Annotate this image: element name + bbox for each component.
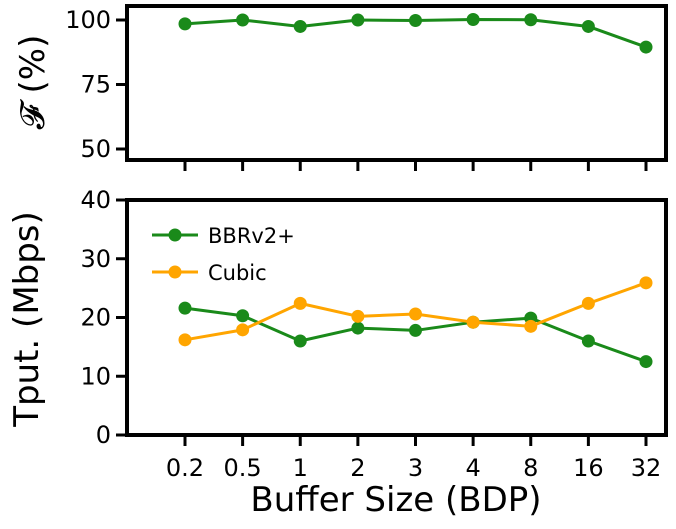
bottom-series: [178, 276, 653, 369]
legend-label-cubic: Cubic: [208, 261, 267, 285]
bottom-point-bbrv2: [178, 301, 192, 315]
bottom-point-cubic: [236, 323, 250, 337]
bottom-point-cubic: [466, 315, 480, 329]
legend-marker-bbrv2: [168, 228, 182, 242]
legend-item-bbrv2: BBRv2+: [152, 224, 295, 248]
bottom-xtick-label: 4: [465, 454, 480, 482]
bottom-xtick-label: 2: [350, 454, 365, 482]
bottom-xtick-label: 16: [573, 454, 604, 482]
top-ytick-label: 50: [80, 135, 111, 163]
bottom-ytick-label: 30: [80, 245, 111, 273]
top-point-series-0: [293, 19, 307, 33]
legend-marker-cubic: [168, 265, 182, 279]
bottom-point-bbrv2: [581, 334, 595, 348]
top-point-series-0: [178, 17, 192, 31]
bottom-point-cubic: [581, 296, 595, 310]
bottom-xtick-label: 0.2: [166, 454, 204, 482]
bottom-ylabel: Tput. (Mbps): [7, 211, 47, 428]
bottom-point-bbrv2: [351, 321, 365, 335]
bottom-point-cubic: [524, 319, 538, 333]
top-chart: 𝓕 (%) 50 75 100: [13, 4, 668, 171]
bottom-plot-frame: [125, 198, 668, 437]
top-series: [178, 12, 653, 54]
bottom-point-cubic: [639, 276, 653, 290]
bottom-xtick-label: 32: [631, 454, 662, 482]
bottom-point-cubic: [293, 296, 307, 310]
legend-item-cubic: Cubic: [152, 261, 267, 285]
top-y-ticks: 50 75 100: [65, 6, 127, 163]
top-point-series-0: [524, 13, 538, 27]
bottom-point-cubic: [351, 309, 365, 323]
bottom-xtick-label: 3: [408, 454, 423, 482]
bottom-xtick-label: 8: [523, 454, 538, 482]
bottom-y-ticks: 0 10 20 30 40: [80, 186, 127, 449]
bottom-ytick-label: 20: [80, 304, 111, 332]
top-plot-frame: [125, 4, 668, 162]
top-ylabel: 𝓕 (%): [13, 35, 53, 130]
bottom-point-cubic: [409, 307, 422, 321]
bottom-point-bbrv2: [293, 334, 307, 348]
bottom-point-bbrv2: [409, 323, 422, 337]
bottom-ytick-label: 10: [80, 362, 111, 390]
legend-label-bbrv2: BBRv2+: [208, 224, 295, 248]
top-point-series-0: [351, 13, 365, 27]
bottom-xtick-label: 1: [293, 454, 308, 482]
bottom-x-ticks: 0.2 0.5 1 2 3 4 8 16 32: [166, 435, 661, 482]
top-point-series-0: [409, 14, 422, 28]
bottom-xtick-label: 0.5: [224, 454, 262, 482]
bottom-chart: Tput. (Mbps) 0 10 20 30 40 0.2 0.5 1 2 3 4 8 16 32 B…: [7, 186, 668, 520]
top-point-series-0: [639, 40, 653, 54]
bottom-point-cubic: [178, 333, 192, 347]
top-ytick-label: 100: [65, 6, 111, 34]
top-point-series-0: [581, 19, 595, 33]
legend: BBRv2+ Cubic: [152, 224, 295, 285]
top-point-series-0: [466, 12, 480, 26]
top-point-series-0: [236, 13, 250, 27]
bottom-point-bbrv2: [639, 355, 653, 369]
bottom-point-bbrv2: [236, 309, 250, 323]
top-ytick-label: 75: [80, 71, 111, 99]
bottom-xlabel: Buffer Size (BDP): [250, 480, 541, 520]
bottom-ytick-label: 0: [96, 421, 111, 449]
bottom-ytick-label: 40: [80, 186, 111, 214]
